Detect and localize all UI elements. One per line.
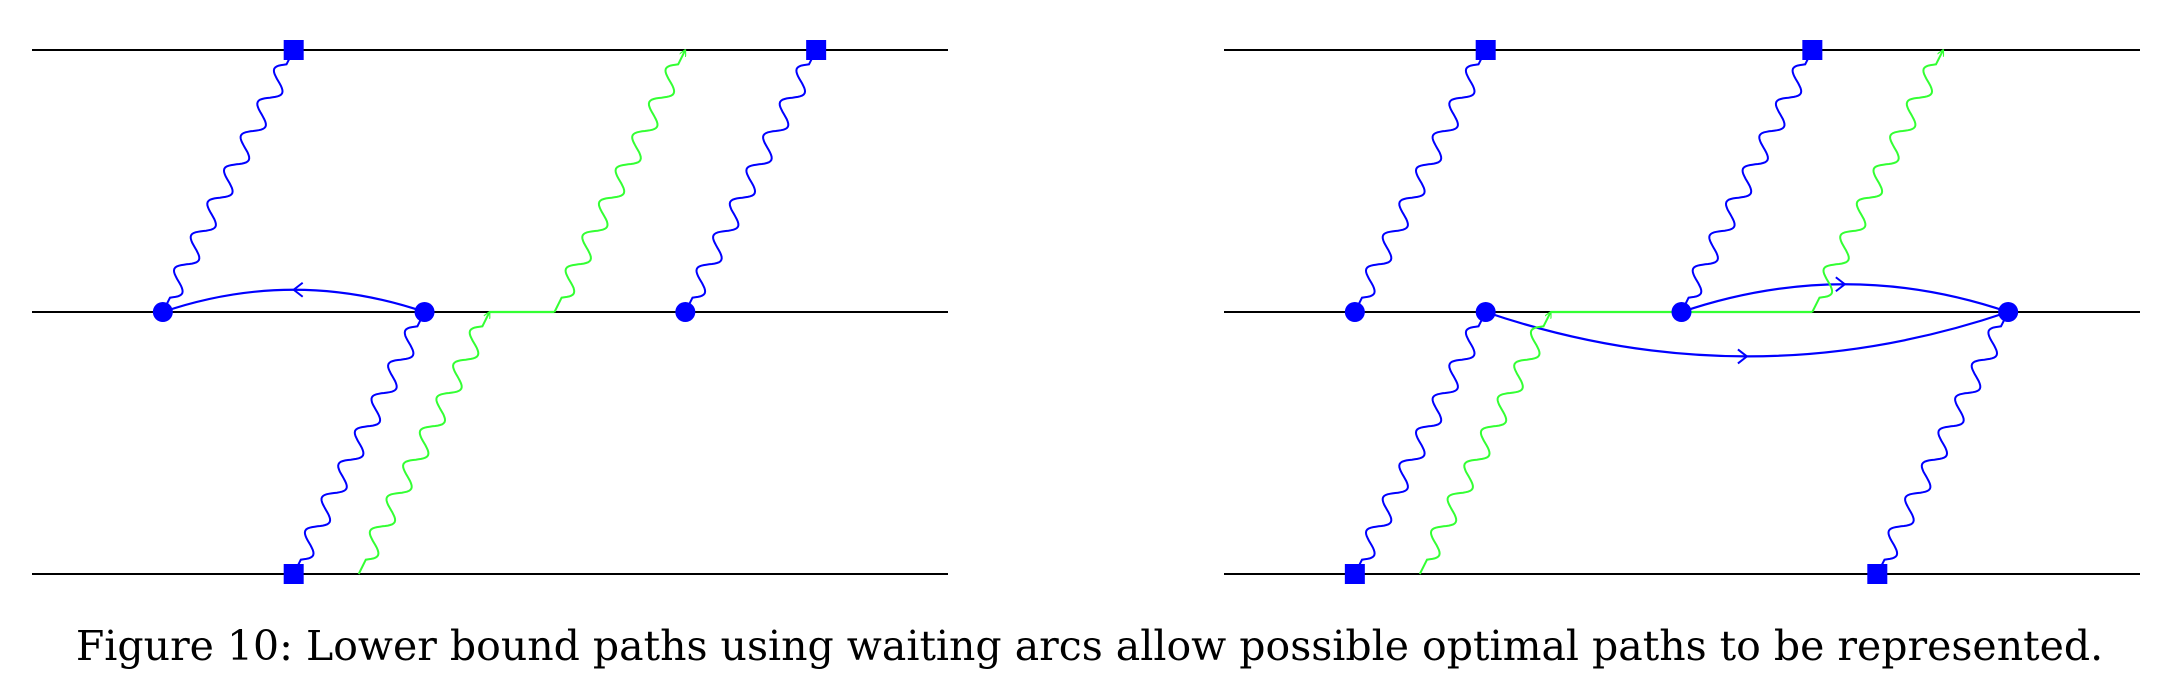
left-wavy-arrow-4 <box>553 50 687 313</box>
right-square-node-0 <box>1475 40 1496 60</box>
left-wavy-arrow-3 <box>357 312 491 575</box>
right-wavy-arrow-4 <box>1418 312 1552 575</box>
right-circle-node-7 <box>1998 302 2019 322</box>
right-wavy-arrow-5 <box>1811 50 1945 313</box>
right-curved-arrowhead-1 <box>1737 348 1749 365</box>
right-panel <box>1224 40 2140 584</box>
right-wavy-arrow-3 <box>1876 312 2010 575</box>
left-square-node-2 <box>283 564 304 584</box>
right-circle-node-4 <box>1344 302 1365 322</box>
left-curved-arc-0 <box>162 288 425 314</box>
right-wavy-arrow-0 <box>1353 50 1487 313</box>
left-wavy-arrow-1 <box>292 312 426 575</box>
left-panel <box>32 40 948 584</box>
left-wavy-arrow-0 <box>161 50 295 313</box>
right-wavy-arrow-1 <box>1680 50 1814 313</box>
right-square-node-1 <box>1802 40 1823 60</box>
left-square-node-0 <box>283 40 304 60</box>
left-curved-arrowhead-0 <box>292 281 304 298</box>
left-wavy-arrow-2 <box>684 50 818 313</box>
right-circle-node-5 <box>1475 302 1496 322</box>
right-curved-arc-0 <box>1681 283 2009 314</box>
left-square-node-1 <box>806 40 827 60</box>
right-curved-arc-1 <box>1485 310 2009 358</box>
left-circle-node-5 <box>675 302 696 322</box>
right-circle-node-6 <box>1671 302 1692 322</box>
right-curved-arrowhead-0 <box>1835 276 1847 293</box>
left-circle-node-3 <box>152 302 173 322</box>
right-wavy-arrow-2 <box>1353 312 1487 575</box>
right-square-node-2 <box>1344 564 1365 584</box>
left-circle-node-4 <box>414 302 435 322</box>
figure-caption: Figure 10: Lower bound paths using waiti… <box>75 622 2104 670</box>
right-square-node-3 <box>1867 564 1888 584</box>
